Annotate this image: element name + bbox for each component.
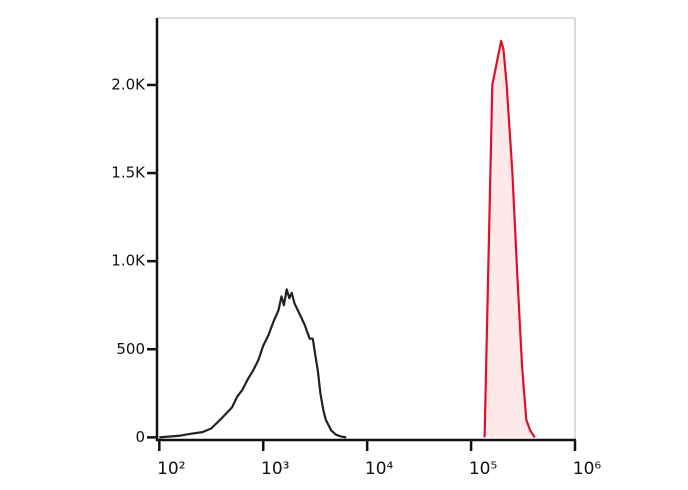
x-tick-label: 10² <box>157 459 185 479</box>
y-tick-label: 500 <box>116 340 145 358</box>
y-tick-label: 0 <box>135 428 145 446</box>
x-tick-label: 10⁶ <box>573 459 602 479</box>
histogram-line <box>483 39 536 439</box>
y-tick-label: 1.5K <box>111 164 146 182</box>
y-tick-label: 1.0K <box>111 252 146 270</box>
histogram-line <box>159 288 347 439</box>
x-tick-label: 10³ <box>261 459 289 479</box>
data-layer <box>159 39 536 439</box>
x-tick-label: 10⁵ <box>469 459 497 479</box>
x-tick-label: 10⁴ <box>365 459 394 479</box>
y-tick-label: 2.0K <box>111 75 146 93</box>
tick-layer: 0 500 1.0K 1.5K 2.0K 10² 10³ 10⁴ 10⁵ 10⁶ <box>111 75 601 479</box>
